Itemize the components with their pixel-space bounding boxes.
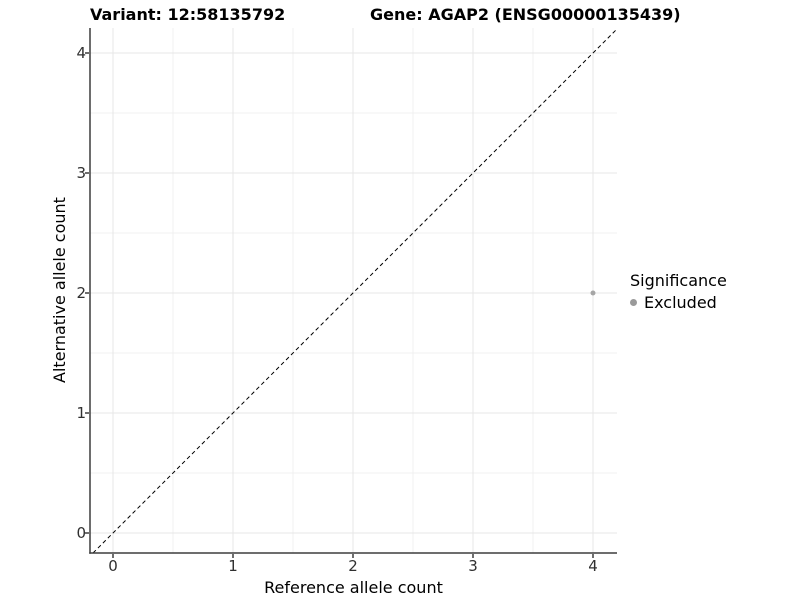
- legend-title: Significance: [630, 271, 727, 290]
- plot-title-variant: Variant: 12:58135792: [90, 5, 286, 24]
- y-tick-label: 4: [76, 44, 86, 62]
- identity-dashed-line: [92, 28, 618, 554]
- legend-entry-label: Excluded: [644, 293, 717, 312]
- x-axis-title: Reference allele count: [264, 578, 443, 597]
- plot-title-gene: Gene: AGAP2 (ENSG00000135439): [370, 5, 681, 24]
- y-tick-label: 1: [76, 404, 86, 422]
- identity-line: [92, 28, 618, 554]
- y-tick-label: 2: [76, 284, 86, 302]
- x-tick-label: 2: [348, 557, 358, 575]
- legend: Significance Excluded: [630, 271, 727, 312]
- axis-lines: [85, 28, 617, 558]
- x-tick-label: 3: [468, 557, 478, 575]
- x-tick-label: 4: [588, 557, 598, 575]
- data-points: [590, 290, 596, 296]
- data-point: [590, 290, 596, 296]
- legend-entry-excluded: Excluded: [630, 293, 727, 312]
- gridlines: [90, 28, 617, 553]
- legend-key-dot-icon: [630, 299, 637, 306]
- x-tick-label: 1: [228, 557, 238, 575]
- y-tick-label: 0: [76, 524, 86, 542]
- y-tick-label: 3: [76, 164, 86, 182]
- x-tick-label: 0: [108, 557, 118, 575]
